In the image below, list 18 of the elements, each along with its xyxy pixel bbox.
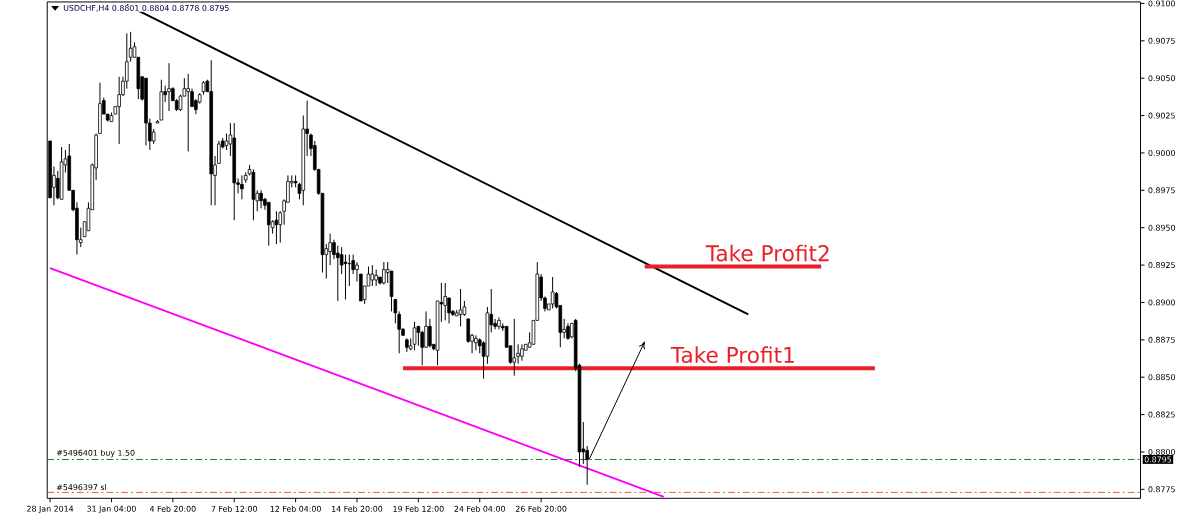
candlestick [397,310,401,354]
candlestick [117,76,121,145]
candlestick [420,330,424,366]
candlestick [443,282,447,321]
candlestick [382,261,386,285]
candlestick [259,189,263,209]
candlestick [343,254,348,300]
candlestick [167,62,171,112]
candlestick [186,73,190,152]
candlestick [266,201,271,247]
series-label: Take Profit1 [670,346,794,364]
candlestick [240,174,244,200]
candlestick [416,325,421,347]
series-label: Take Profit2 [705,244,829,262]
candlestick [474,334,478,351]
candlestick [520,343,524,362]
candlestick [428,318,432,348]
candlestick [512,318,517,377]
